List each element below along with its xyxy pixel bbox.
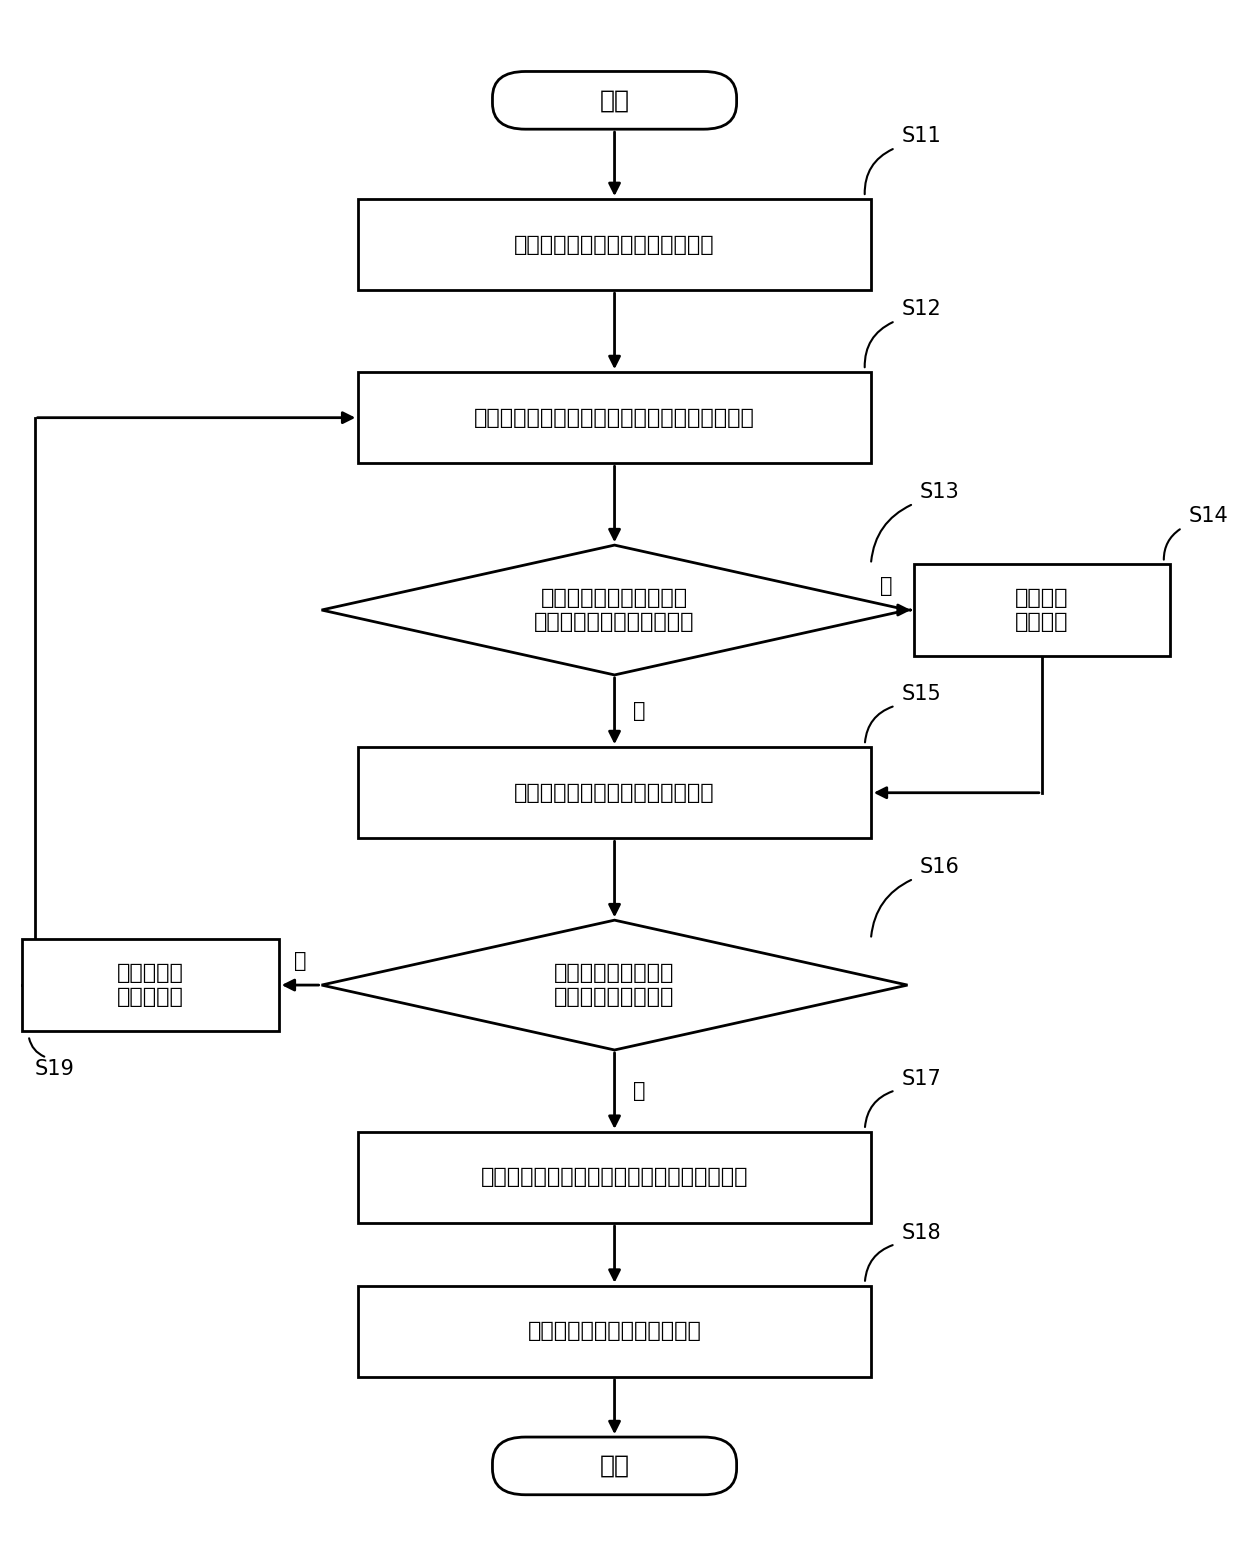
Text: 当前红外信号数据为
协议解析结束数据？: 当前红外信号数据为 协议解析结束数据？ (554, 964, 675, 1007)
Text: 否: 否 (294, 951, 306, 970)
FancyBboxPatch shape (358, 1286, 870, 1377)
Text: S19: S19 (35, 1060, 74, 1080)
Text: 结束: 结束 (599, 1454, 630, 1477)
Text: S18: S18 (901, 1222, 941, 1242)
FancyBboxPatch shape (358, 371, 870, 464)
Text: S11: S11 (901, 127, 941, 147)
Text: 获取预设位置的多个红外信号数据: 获取预设位置的多个红外信号数据 (515, 235, 714, 255)
Text: 获取当前红外信号数据的电平特征以及持续时间: 获取当前红外信号数据的电平特征以及持续时间 (474, 408, 755, 427)
FancyBboxPatch shape (492, 1437, 737, 1494)
FancyBboxPatch shape (358, 747, 870, 838)
Polygon shape (321, 920, 908, 1050)
Text: 存储当前协议的红外信号数据: 存储当前协议的红外信号数据 (527, 1321, 702, 1341)
Text: 根据之前的多个数据确定红外信号的编码类型: 根据之前的多个数据确定红外信号的编码类型 (481, 1168, 748, 1188)
Text: S15: S15 (901, 684, 941, 704)
FancyBboxPatch shape (358, 1132, 870, 1224)
FancyBboxPatch shape (358, 200, 870, 291)
Text: 记录当前红外信号数据的电平变化: 记录当前红外信号数据的电平变化 (515, 783, 714, 803)
Text: S12: S12 (901, 300, 941, 320)
FancyBboxPatch shape (492, 71, 737, 130)
Text: S14: S14 (1188, 506, 1228, 526)
Text: 当前红外信号数据的电平
与上一红外信号数据相同？: 当前红外信号数据的电平 与上一红外信号数据相同？ (534, 588, 694, 631)
Text: 累加电平
持续时间: 累加电平 持续时间 (1016, 588, 1069, 631)
Text: 获取下一红
外信号数据: 获取下一红 外信号数据 (118, 964, 184, 1007)
Polygon shape (321, 545, 908, 674)
Text: 否: 否 (632, 701, 645, 721)
Text: 是: 是 (880, 575, 893, 596)
Text: S16: S16 (920, 857, 960, 877)
Text: 开始: 开始 (599, 88, 630, 113)
Text: 是: 是 (632, 1081, 645, 1101)
Text: S13: S13 (920, 483, 960, 503)
FancyBboxPatch shape (914, 565, 1171, 656)
Text: S17: S17 (901, 1069, 941, 1089)
FancyBboxPatch shape (22, 939, 279, 1030)
